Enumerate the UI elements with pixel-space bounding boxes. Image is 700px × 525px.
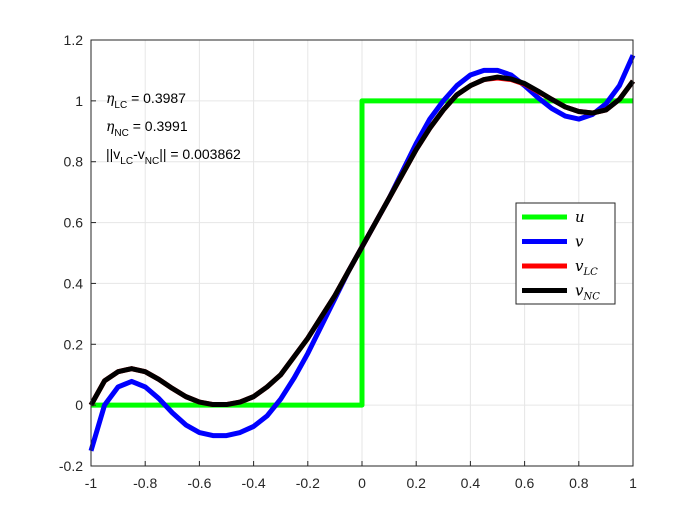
legend-label-v: v xyxy=(575,233,584,251)
x-tick-label: 0.4 xyxy=(461,475,481,491)
y-tick-label: 0.8 xyxy=(64,154,84,170)
y-tick-label: 0.6 xyxy=(64,215,84,231)
annotation-eta-nc: ηNC = 0.3991 xyxy=(106,118,188,139)
x-tick-label: -0.6 xyxy=(187,475,211,491)
x-tick-label: -1 xyxy=(85,475,98,491)
y-tick-label: -0.2 xyxy=(59,458,83,474)
y-tick-label: 0.2 xyxy=(64,336,84,352)
x-tick-label: 0 xyxy=(358,475,366,491)
legend-label-v-lc: vLC xyxy=(575,257,598,278)
x-tick-label: -0.8 xyxy=(133,475,157,491)
annotation-eta-lc: ηLC = 0.3987 xyxy=(106,90,186,111)
legend-label-v-nc: vNC xyxy=(575,282,600,303)
legend-box xyxy=(515,202,616,305)
x-tick-label: 0.8 xyxy=(569,475,589,491)
ticks: -1 -0.8 -0.6 -0.4 -0.2 0 0.2 0.4 0.6 0.8 1 -0.2 0 0.2… xyxy=(59,32,637,491)
x-tick-label: -0.2 xyxy=(296,475,320,491)
legend: uv vLC vNC xyxy=(515,202,616,305)
legend-label-u: u xyxy=(575,208,585,226)
annotation-block: ηLC = 0.3987 ηNC = 0.3991 ||vLC-vNC|| = … xyxy=(106,90,241,167)
y-tick-label: 1 xyxy=(75,93,83,109)
x-tick-label: 0.2 xyxy=(406,475,426,491)
series-line-v-nc xyxy=(88,74,636,408)
x-tick-label: -0.4 xyxy=(242,475,266,491)
y-tick-label: 0.4 xyxy=(64,275,84,291)
x-tick-label: 0.6 xyxy=(515,475,535,491)
series-layer xyxy=(88,54,636,452)
annotation-norm: ||vLC-vNC|| = 0.003862 xyxy=(106,146,241,167)
y-tick-label: 1.2 xyxy=(64,32,84,48)
y-tick-label: 0 xyxy=(75,397,83,413)
x-tick-label: 1 xyxy=(629,475,637,491)
